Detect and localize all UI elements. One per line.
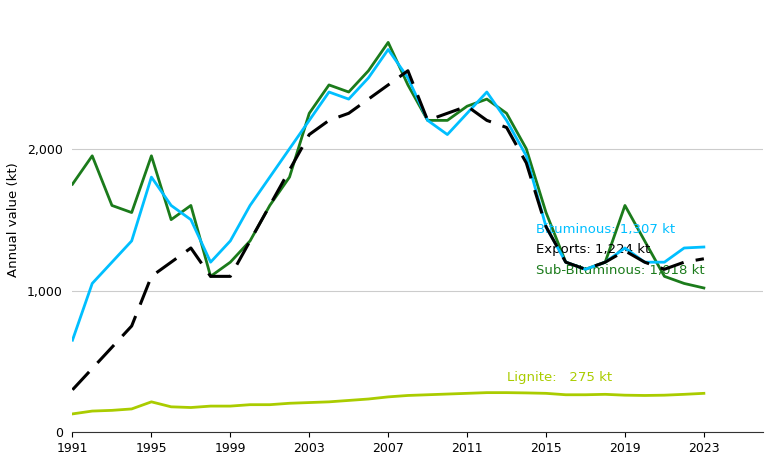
- Text: Sub-Bituminous: 1,018 kt: Sub-Bituminous: 1,018 kt: [536, 264, 705, 277]
- Y-axis label: Annual value (kt): Annual value (kt): [7, 162, 20, 277]
- Text: Exports: 1,224 kt: Exports: 1,224 kt: [536, 243, 651, 256]
- Text: Bituminous: 1,307 kt: Bituminous: 1,307 kt: [536, 223, 675, 236]
- Text: Lignite:   275 kt: Lignite: 275 kt: [507, 371, 611, 383]
